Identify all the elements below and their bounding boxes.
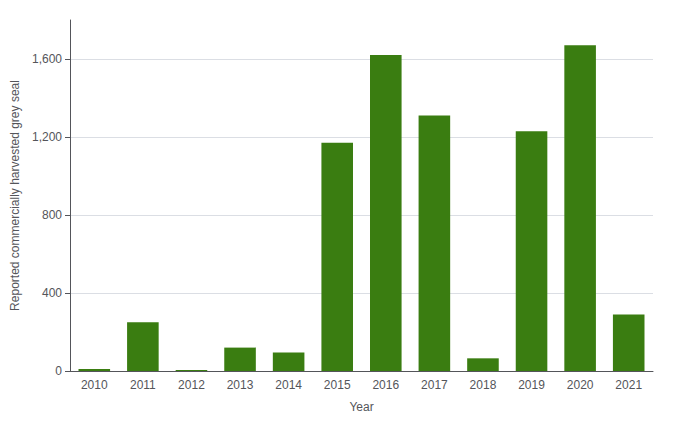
svg-text:1,600: 1,600: [32, 52, 62, 66]
svg-text:2018: 2018: [470, 378, 497, 392]
svg-text:Year: Year: [349, 400, 373, 414]
svg-text:2011: 2011: [130, 378, 156, 392]
svg-text:2010: 2010: [81, 378, 108, 392]
svg-text:2021: 2021: [615, 378, 642, 392]
svg-text:2013: 2013: [227, 378, 254, 392]
svg-text:2017: 2017: [421, 378, 448, 392]
svg-text:2020: 2020: [567, 378, 594, 392]
svg-text:400: 400: [42, 286, 62, 300]
svg-text:0: 0: [55, 364, 62, 378]
svg-text:2014: 2014: [275, 378, 302, 392]
svg-text:Reported commercially harveste: Reported commercially harvested grey sea…: [8, 80, 22, 311]
svg-text:2019: 2019: [518, 378, 545, 392]
svg-text:800: 800: [42, 208, 62, 222]
svg-text:2012: 2012: [178, 378, 205, 392]
svg-text:2015: 2015: [324, 378, 351, 392]
svg-text:1,200: 1,200: [32, 130, 62, 144]
svg-text:2016: 2016: [372, 378, 399, 392]
